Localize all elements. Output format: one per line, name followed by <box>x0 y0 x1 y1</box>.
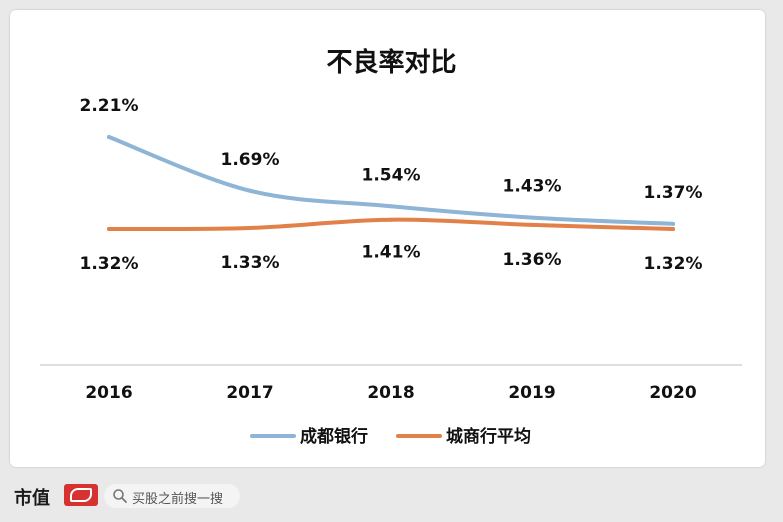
series-point-1 <box>248 225 252 230</box>
data-label: 1.54% <box>362 165 421 185</box>
data-label: 1.43% <box>503 177 562 197</box>
data-label: 1.41% <box>362 243 421 263</box>
data-label: 2.21% <box>80 96 139 116</box>
x-tick-label: 2018 <box>367 383 414 403</box>
brand-name: 市值 <box>14 488 50 509</box>
series-point-1 <box>107 227 111 231</box>
series-point-1 <box>671 227 675 231</box>
x-tick-label: 2016 <box>85 383 132 403</box>
series-point-0 <box>248 188 252 193</box>
legend-label-0: 成都银行 <box>300 426 368 447</box>
series-point-1 <box>530 222 534 227</box>
x-tick-label: 2019 <box>508 383 555 403</box>
chart-title: 不良率对比 <box>326 48 457 78</box>
search-box[interactable]: 买股之前搜一搜 <box>104 484 240 508</box>
series-point-0 <box>107 135 111 139</box>
data-label: 1.32% <box>644 254 703 274</box>
series-point-0 <box>671 221 675 226</box>
search-icon <box>113 489 127 503</box>
x-tick-label: 2017 <box>226 383 273 403</box>
footer-bar: 市值 买股之前搜一搜 <box>0 470 783 522</box>
line-chart: 2016 2017 2018 2019 2020 2.21% 1.69% 1.54% 1.43%… <box>40 96 742 447</box>
data-label: 1.36% <box>503 250 562 270</box>
data-label: 1.33% <box>221 253 280 273</box>
chart-card <box>10 10 765 467</box>
search-placeholder: 买股之前搜一搜 <box>132 492 224 507</box>
series-point-0 <box>530 215 534 220</box>
x-tick-label: 2020 <box>649 383 696 403</box>
series-point-1 <box>389 217 393 222</box>
legend-label-1: 城商行平均 <box>446 426 531 447</box>
logo-icon <box>64 484 98 506</box>
series-point-0 <box>389 204 393 209</box>
data-label: 1.69% <box>221 150 280 170</box>
data-label: 1.32% <box>80 254 139 274</box>
data-label: 1.37% <box>644 183 703 203</box>
